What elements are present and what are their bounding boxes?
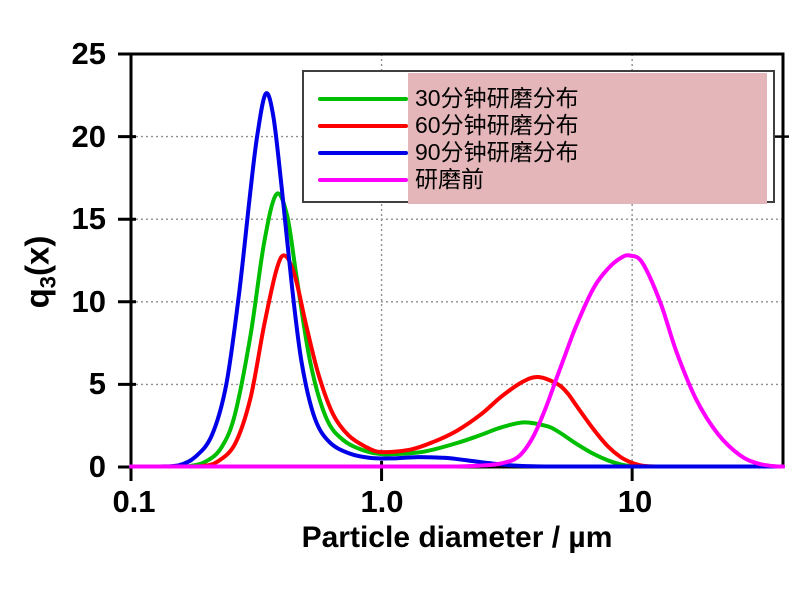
legend-swatch-before <box>318 178 408 182</box>
x-axis-title: Particle diameter / µm <box>301 521 613 554</box>
y-tick-label-20: 20 <box>71 119 106 154</box>
legend-swatch-60min <box>318 124 408 128</box>
legend-item-60min: 60分钟研磨分布 <box>304 112 773 139</box>
curve-before-grinding <box>129 253 785 469</box>
legend-swatch-90min <box>318 151 408 155</box>
legend-label-60min: 60分钟研磨分布 <box>415 112 579 138</box>
legend-label-90min: 90分钟研磨分布 <box>415 139 579 165</box>
legend-label-30min: 30分钟研磨分布 <box>415 85 579 111</box>
y-tick-label-0: 0 <box>88 449 106 484</box>
legend-highlight-overlay <box>408 73 767 204</box>
curve-30min-grinding <box>129 191 785 469</box>
y-tick-label-5: 5 <box>88 366 106 401</box>
curve-60min-grinding <box>129 253 785 469</box>
legend-swatch-30min <box>318 97 408 101</box>
y-tick-label-15: 15 <box>71 201 106 236</box>
legend-label-before: 研磨前 <box>415 166 484 192</box>
legend-item-30min: 30分钟研磨分布 <box>304 85 773 112</box>
x-tick-label-0.1: 0.1 <box>112 484 156 519</box>
y-tick-label-10: 10 <box>71 284 106 319</box>
legend-item-before: 研磨前 <box>304 166 773 193</box>
x-tick-label-10: 10 <box>617 484 653 519</box>
curve-90min-grinding <box>129 91 785 469</box>
legend-item-90min: 90分钟研磨分布 <box>304 139 773 166</box>
legend: 30分钟研磨分布 60分钟研磨分布 90分钟研磨分布 研磨前 <box>302 70 775 204</box>
y-axis-title-subscript: 3 <box>35 275 61 289</box>
x-tick-label-1.0: 1.0 <box>360 484 404 519</box>
y-axis-title: q3(x) <box>18 235 61 309</box>
y-tick-label-25: 25 <box>71 36 106 71</box>
